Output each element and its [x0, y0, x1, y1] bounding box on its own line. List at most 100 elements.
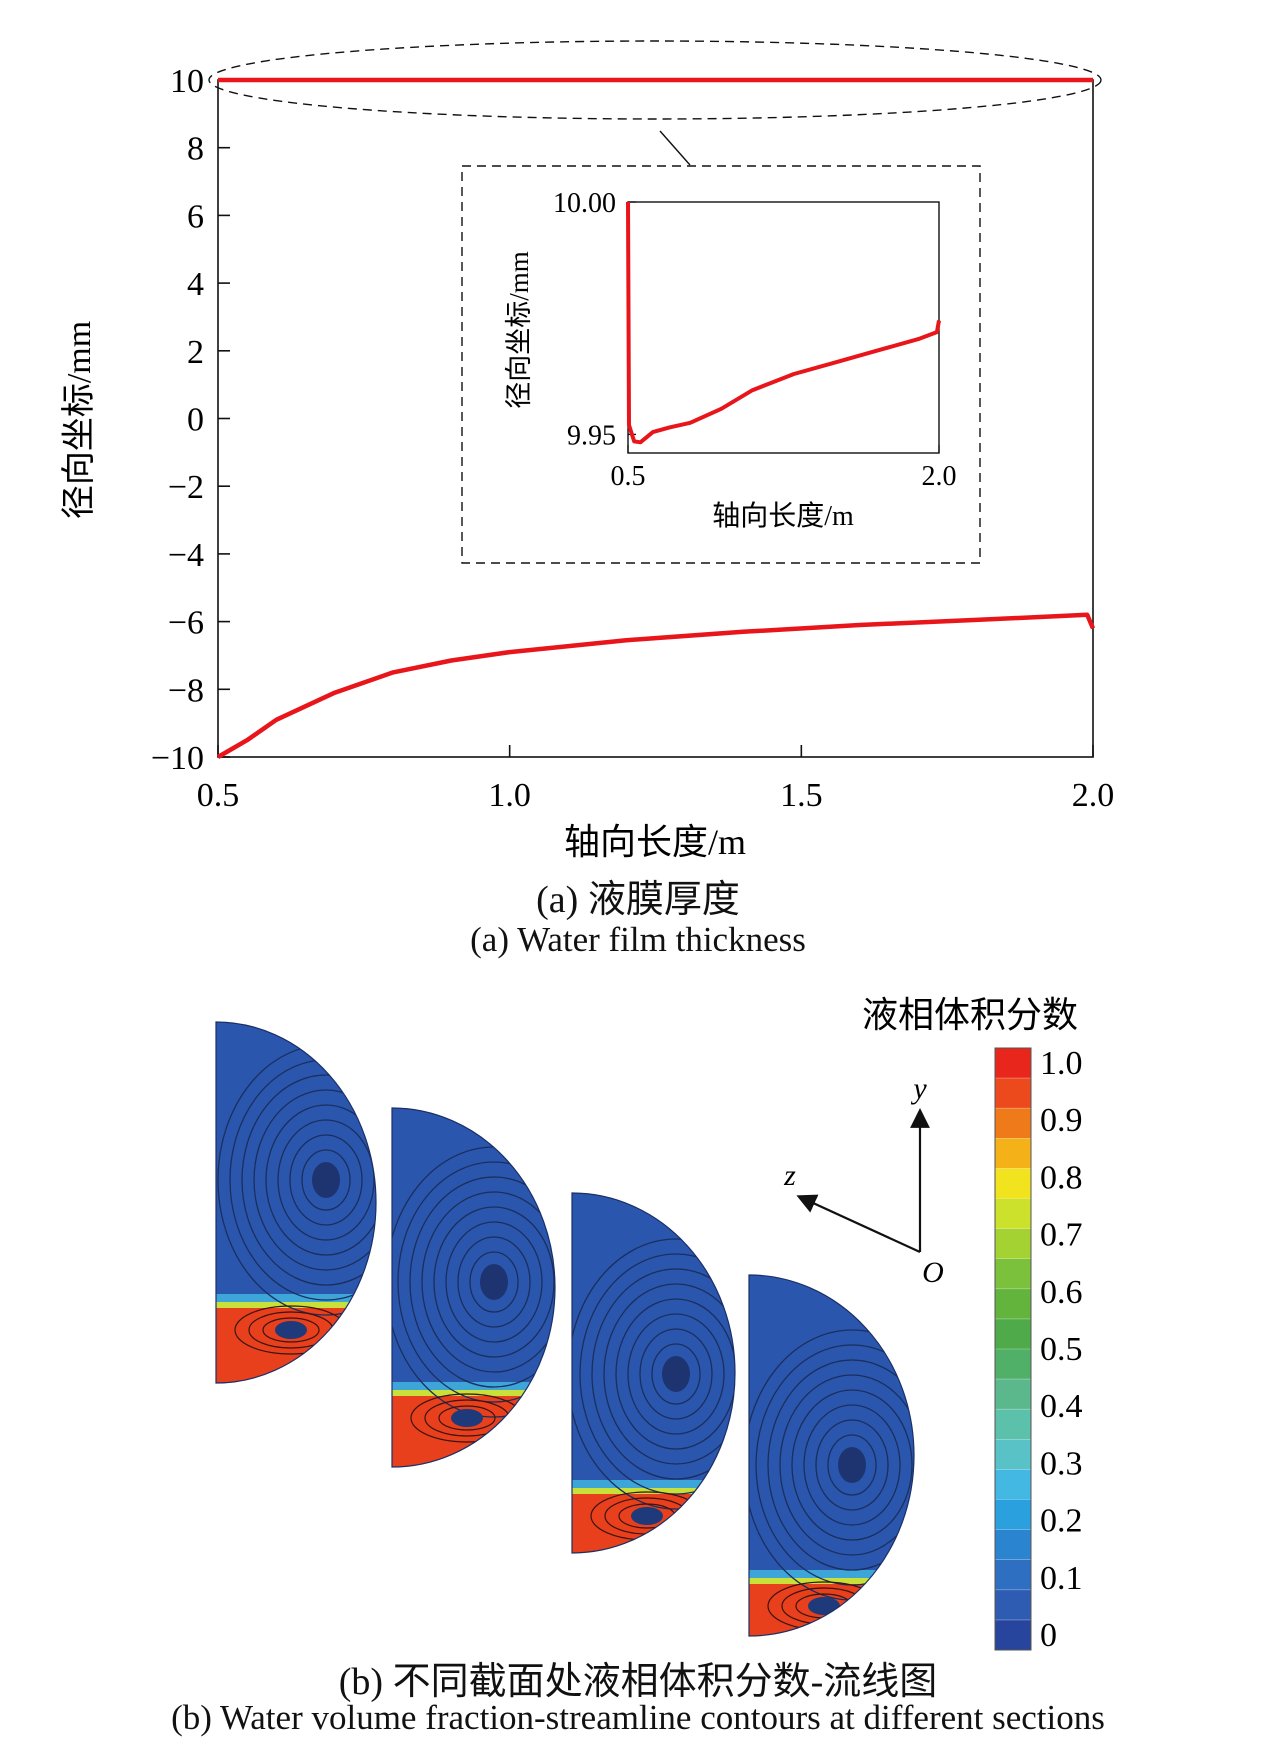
inset-y-axis-title: 径向坐标/mm: [504, 251, 534, 409]
inset-dashed-box: [461, 165, 981, 564]
colorbar-band: [995, 1048, 1031, 1079]
streamline: [265, 1104, 376, 1256]
caption-b-chinese: (b) 不同截面处液相体积分数-流线图: [338, 1661, 938, 1703]
colorbar-tick-label: 0.2: [1040, 1503, 1083, 1540]
colorbar-band: [995, 1258, 1031, 1290]
colorbar-band: [995, 1108, 1031, 1139]
liquid-vortex-core: [275, 1321, 307, 1339]
zoom-connector: [659, 130, 691, 166]
y-tick-label: 8: [187, 131, 204, 168]
streamline: [603, 1283, 735, 1465]
x-tick-label: 1.0: [488, 777, 531, 814]
colorbar-band: [995, 1138, 1031, 1169]
colorbar-band: [995, 1619, 1031, 1651]
liquid-vortex-core: [808, 1597, 840, 1615]
main-series: [216, 77, 1096, 759]
section-outline: [391, 1107, 556, 1468]
y-tick-label: −8: [168, 672, 204, 709]
colorbar-band: [995, 1409, 1031, 1440]
section-content: [392, 1108, 555, 1467]
colorbar-tick-label: 0.5: [1040, 1331, 1083, 1368]
inset-ticks: 0.5 2.0 10.00 9.95: [553, 188, 957, 492]
y-tick-label: 6: [187, 198, 204, 235]
streamline: [277, 1119, 375, 1241]
section-content: [749, 1275, 914, 1636]
interface-band: [749, 1578, 914, 1584]
liquid-vortex-core: [631, 1507, 663, 1525]
colorbar-band: [995, 1078, 1031, 1109]
x-tick-label: 0.5: [197, 777, 240, 814]
y-tick-label: 10: [170, 63, 204, 100]
streamline: [301, 1149, 351, 1211]
caption-b-english: (b) Water volume fraction-streamline con…: [171, 1698, 1105, 1737]
streamline: [397, 1161, 555, 1403]
colorbar-scale: 1.0 0.9 0.8 0.7 0.6 0.5 0.4 0.3 0.2 0.1 0: [994, 1045, 1083, 1654]
inset-x-tick-label: 2.0: [922, 461, 957, 492]
vortex-core: [480, 1264, 508, 1300]
streamline: [627, 1313, 725, 1435]
streamline: [791, 1389, 913, 1541]
section-outline: [215, 1021, 377, 1384]
colorbar-band: [995, 1228, 1031, 1260]
x-tick-label: 1.5: [780, 777, 823, 814]
colorbar-tick-label: 0.7: [1040, 1217, 1083, 1254]
colorbar-tick-label: 0.8: [1040, 1159, 1083, 1196]
streamline: [469, 1251, 519, 1313]
streamline: [615, 1298, 735, 1450]
interface-band: [216, 1302, 376, 1308]
vortex-core: [662, 1356, 690, 1392]
streamline: [639, 1328, 713, 1420]
y-tick-label: −4: [168, 537, 204, 574]
colorbar-tick-label: 1.0: [1040, 1045, 1083, 1082]
streamline: [803, 1404, 901, 1526]
inset-series: [626, 201, 941, 445]
z-axis-arrow: [796, 1194, 921, 1253]
colorbar-band: [995, 1439, 1031, 1470]
streamline: [445, 1221, 543, 1343]
colorbar-band: [995, 1198, 1031, 1230]
liquid-streamline: [262, 1317, 320, 1343]
series-line: [216, 612, 1096, 759]
colorbar-band: [995, 1499, 1031, 1531]
y-axis-label: y: [910, 1072, 927, 1105]
colorbar-band: [995, 1349, 1031, 1380]
colorbar-frame: [994, 1047, 1032, 1651]
section-4: [748, 1274, 915, 1637]
streamline: [827, 1434, 877, 1496]
caption-a-english: (a) Water film thickness: [470, 920, 806, 959]
y-axis-title: 径向坐标/mm: [60, 321, 98, 519]
colorbar-tick-label: 0.3: [1040, 1445, 1083, 1482]
coordinate-axes: y z O: [783, 1072, 944, 1289]
streamline: [779, 1374, 914, 1556]
colorbar-band: [995, 1318, 1031, 1350]
vortex-core: [838, 1447, 866, 1483]
streamline: [591, 1268, 735, 1480]
streamline: [572, 1238, 735, 1510]
caption-a-chinese: (a) 液膜厚度: [536, 879, 740, 921]
section-contours: [215, 1021, 915, 1637]
colorbar-band: [995, 1469, 1031, 1500]
y-tick-label: −10: [151, 740, 204, 777]
liquid-streamline: [438, 1405, 496, 1431]
y-tick-label: −2: [168, 469, 204, 506]
colorbar-tick-label: 0.9: [1040, 1102, 1083, 1139]
colorbar-band: [995, 1379, 1031, 1410]
liquid-vortex-core: [451, 1409, 483, 1427]
colorbar-band: [995, 1559, 1031, 1591]
streamline: [421, 1191, 555, 1373]
streamline: [767, 1359, 914, 1571]
vortex-core: [312, 1162, 340, 1198]
streamline: [241, 1074, 376, 1286]
colorbar-band: [995, 1288, 1031, 1320]
colorbar-band: [995, 1168, 1031, 1199]
z-axis-label: z: [783, 1159, 796, 1192]
streamline: [409, 1176, 555, 1388]
inset-y-tick-label: 10.00: [553, 188, 616, 219]
colorbar-tick-label: 0.1: [1040, 1560, 1083, 1597]
y-tick-label: −6: [168, 605, 204, 642]
streamline: [289, 1134, 363, 1226]
colorbar-tick-label: 0.6: [1040, 1274, 1083, 1311]
streamline: [579, 1253, 735, 1495]
colorbar-tick-label: 0: [1040, 1617, 1057, 1654]
